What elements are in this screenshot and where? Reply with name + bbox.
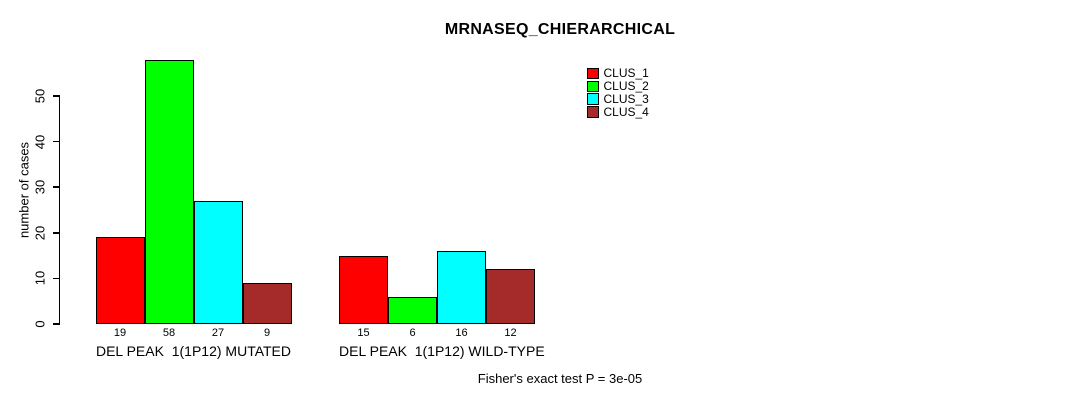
legend-swatch-clus_4: [587, 106, 599, 118]
y-tick-label: 50: [32, 88, 48, 104]
legend-swatch-clus_1: [587, 67, 599, 80]
x-category-label: DEL PEAK 1(1P12) WILD-TYPE: [339, 343, 545, 359]
bar-value-label: 6: [409, 327, 416, 339]
bar-clus_3: [193, 200, 243, 324]
y-tick-mark: [52, 186, 60, 188]
bar-clus_3: [437, 251, 486, 324]
bar-clus_1: [95, 237, 145, 324]
legend-item: CLUS_4: [587, 105, 649, 120]
y-tick-mark: [52, 140, 60, 143]
y-tick-label: 40: [32, 134, 48, 149]
bar-value-label: 27: [211, 327, 225, 339]
bar-value-label: 12: [504, 327, 517, 339]
legend-item: CLUS_1: [587, 66, 649, 81]
y-axis-title: number of cases: [16, 141, 32, 239]
bar-clus_4: [486, 269, 535, 324]
y-tick-mark: [52, 95, 60, 97]
bar-value-label: 19: [113, 327, 127, 339]
bar-clus_2: [144, 59, 194, 324]
legend-label: CLUS_3: [603, 92, 649, 107]
legend-label: CLUS_2: [603, 79, 649, 94]
legend-label: CLUS_1: [603, 66, 649, 81]
x-category-label: DEL PEAK 1(1P12) MUTATED: [95, 343, 291, 359]
bar-value-label: 9: [263, 327, 271, 339]
stat-annotation: Fisher's exact test P = 3e-05: [477, 371, 643, 386]
y-tick-label: 20: [32, 225, 48, 241]
bar-clus_2: [388, 296, 437, 324]
bar-clus_1: [339, 255, 388, 324]
legend-swatch-clus_3: [587, 93, 599, 105]
legend-label: CLUS_4: [603, 105, 649, 120]
legend-item: CLUS_2: [587, 79, 649, 94]
y-tick-label: 10: [32, 271, 48, 286]
legend-item: CLUS_3: [587, 92, 649, 107]
bar-value-label: 16: [455, 327, 468, 339]
y-tick-mark: [52, 277, 60, 280]
y-tick-mark: [52, 323, 60, 325]
bar-clus_4: [242, 282, 292, 324]
legend-swatch-clus_2: [587, 80, 599, 93]
bar-value-label: 15: [357, 327, 370, 339]
y-tick-label: 30: [32, 179, 48, 195]
y-tick-label: 0: [32, 320, 48, 328]
chart-title: MRNASEQ_CHIERARCHICAL: [444, 21, 676, 38]
bar-value-label: 58: [162, 327, 176, 339]
y-tick-mark: [52, 232, 60, 234]
y-axis-line: [58, 96, 61, 324]
legend: CLUS_1 CLUS_2 CLUS_3 CLUS_4: [587, 66, 649, 120]
